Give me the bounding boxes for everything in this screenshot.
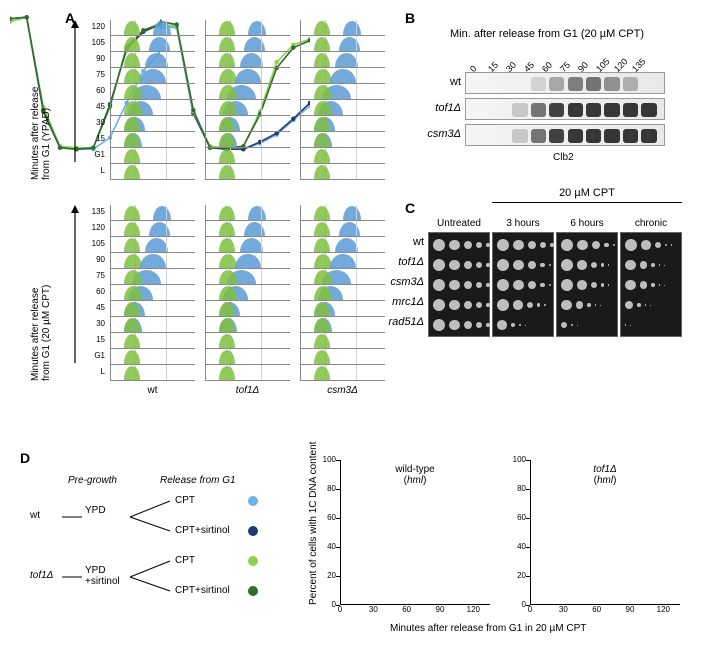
panel-a-tick: 75 xyxy=(85,70,105,79)
chart-xtick: 90 xyxy=(430,605,450,663)
branch-lines-icon xyxy=(30,487,280,647)
panel-d-label: D xyxy=(20,450,30,466)
chart-ytick: 60 xyxy=(504,513,526,522)
chart-xtick: 30 xyxy=(363,605,383,663)
panel-c-row-label: mrc1Δ xyxy=(380,296,424,308)
chart-xtick: 90 xyxy=(620,605,640,663)
panel-a-tick: 15 xyxy=(85,335,105,344)
blot-row-label: csm3Δ xyxy=(417,128,461,140)
panel-c-label: C xyxy=(405,200,415,216)
panel-a-col-label: wt xyxy=(110,385,195,396)
panel-c-main-header: 20 µM CPT xyxy=(492,202,682,215)
chart-xtick: 60 xyxy=(397,605,417,663)
panel-a-tick: L xyxy=(85,367,105,376)
panel-c-header: 6 hours xyxy=(556,218,618,229)
pregrowth-label: Pre-growth xyxy=(68,475,117,486)
panel-b-header: Min. after release from G1 (20 µM CPT) xyxy=(450,28,644,40)
panel-c-row-label: csm3Δ xyxy=(380,276,424,288)
panel-a-tick: 135 xyxy=(85,207,105,216)
panel-a-tick: G1 xyxy=(85,351,105,360)
panel-c-row-label: wt xyxy=(380,236,424,248)
blot-lane xyxy=(465,72,665,94)
panel-a-tick: 90 xyxy=(85,255,105,264)
panel-a-yaxis-label: Minutes after releasefrom G1 (YPAD) xyxy=(30,20,52,180)
panel-a-tick: 15 xyxy=(85,134,105,143)
chart-xtick: 0 xyxy=(520,605,540,663)
spot-panel xyxy=(492,232,554,337)
chart-xtick: 120 xyxy=(463,605,483,663)
panel-b-label: B xyxy=(405,10,415,26)
blot-row-label: wt xyxy=(417,76,461,88)
panel-a-tick: L xyxy=(85,166,105,175)
panel-a-col-label: tof1Δ xyxy=(205,385,290,396)
panel-a-tick: 120 xyxy=(85,223,105,232)
panel-c-row-label: rad51Δ xyxy=(380,316,424,328)
panel-a-tick: 105 xyxy=(85,38,105,47)
panel-a-tick: G1 xyxy=(85,150,105,159)
panel-a-tick: 30 xyxy=(85,118,105,127)
arrow-icon xyxy=(68,20,82,180)
panel-c-header: Untreated xyxy=(428,218,490,229)
panel-a-tick: 75 xyxy=(85,271,105,280)
chart-ytick: 80 xyxy=(504,484,526,493)
blot-lane xyxy=(465,98,665,120)
panel-d-xlabel: Minutes after release from G1 in 20 µM C… xyxy=(390,623,586,634)
panel-b-bottom-label: Clb2 xyxy=(553,152,574,163)
chart-ytick: 100 xyxy=(504,455,526,464)
blot-lane xyxy=(465,124,665,146)
chart-title: wild-type(hml) xyxy=(380,464,450,486)
panel-a-yaxis-label: Minutes after releasefrom G1 (20 µM CPT) xyxy=(30,205,52,381)
panel-a-tick: 60 xyxy=(85,86,105,95)
panel-a-col-label: csm3Δ xyxy=(300,385,385,396)
spot-panel xyxy=(556,232,618,337)
panel-a-tick: 90 xyxy=(85,54,105,63)
blot-row-label: tof1Δ xyxy=(417,102,461,114)
chart-xtick: 60 xyxy=(587,605,607,663)
chart-xtick: 120 xyxy=(653,605,673,663)
panel-a-tick: 60 xyxy=(85,287,105,296)
panel-a-tick: 105 xyxy=(85,239,105,248)
chart-xtick: 0 xyxy=(330,605,350,663)
panel-d-ylabel: Percent of cells with 1C DNA content xyxy=(308,460,319,605)
chart-xtick: 30 xyxy=(553,605,573,663)
panel-c-header: 3 hours xyxy=(492,218,554,229)
spot-panel xyxy=(428,232,490,337)
release-label: Release from G1 xyxy=(160,475,236,486)
spot-panel xyxy=(620,232,682,337)
chart-ytick: 40 xyxy=(504,542,526,551)
panel-a-tick: 120 xyxy=(85,22,105,31)
chart-ytick: 20 xyxy=(504,571,526,580)
panel-a-tick: 30 xyxy=(85,319,105,328)
figure: A wttof1Δcsm3Δ120105907560453015G1L13512… xyxy=(10,10,692,649)
panel-a-tick: 45 xyxy=(85,102,105,111)
arrow-icon xyxy=(68,205,82,381)
panel-c-header: chronic xyxy=(620,218,682,229)
panel-a-tick: 45 xyxy=(85,303,105,312)
panel-c-row-label: tof1Δ xyxy=(380,256,424,268)
chart-title: tof1Δ(hml) xyxy=(570,464,640,486)
